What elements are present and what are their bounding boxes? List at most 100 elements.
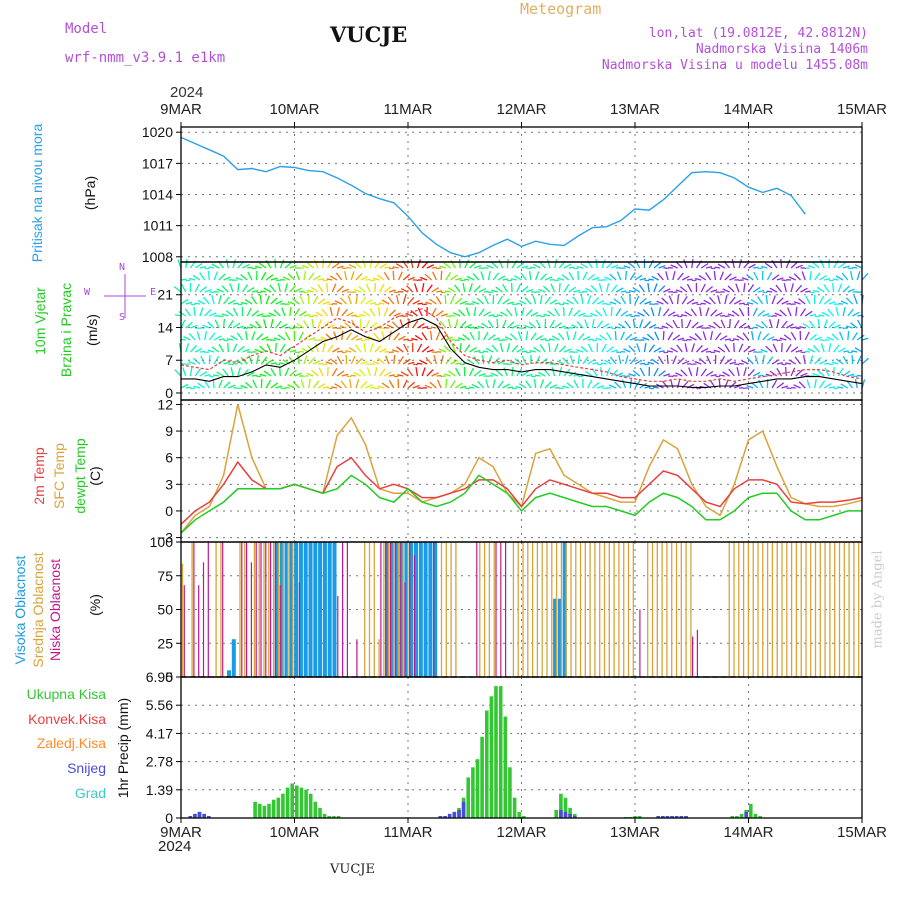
wind-barb xyxy=(398,335,406,341)
wind-barb xyxy=(485,379,490,389)
wind-barb xyxy=(438,348,447,353)
precip-total-bar xyxy=(568,807,572,818)
wind-barb xyxy=(832,282,835,293)
wind-barb xyxy=(218,379,223,389)
wind-barb xyxy=(719,374,725,377)
wind-barb xyxy=(713,349,721,353)
elevation-label: Nadmorska Visina 1406m xyxy=(695,42,868,57)
wind-barb xyxy=(469,326,475,329)
wind-barb xyxy=(602,307,608,317)
wind-barb xyxy=(256,354,260,365)
wind-barb xyxy=(548,342,551,353)
precip-snow-bar xyxy=(452,811,457,818)
wind-barb xyxy=(336,265,344,269)
wind-barb xyxy=(353,288,361,293)
wind-barb xyxy=(270,367,277,377)
wind-barb xyxy=(804,350,811,353)
wind-barb xyxy=(613,327,617,330)
wind-barb xyxy=(370,386,376,389)
wind-barb xyxy=(322,343,326,353)
wind-barb xyxy=(620,295,627,305)
wind-barb xyxy=(812,261,820,269)
wind-barb xyxy=(492,379,496,389)
xtick-label-bottom: 15MAR xyxy=(837,824,887,841)
wind-barb xyxy=(623,348,631,353)
wind-barb xyxy=(516,283,522,293)
wind-barb xyxy=(173,286,182,293)
wind-barb xyxy=(722,288,730,293)
wind-barb xyxy=(582,335,591,341)
wind-barb xyxy=(609,273,617,281)
wind-barb xyxy=(242,348,250,353)
wind-barb xyxy=(847,373,855,377)
wind-barb xyxy=(317,284,324,293)
precip-tick-label: 1.39 xyxy=(146,782,173,798)
wind-barb xyxy=(731,310,740,317)
precip-total-bar xyxy=(267,803,271,818)
wind-barb xyxy=(715,375,719,378)
wind-barb xyxy=(275,385,283,389)
cloud-tick-label: 0 xyxy=(165,669,173,685)
wind-barb xyxy=(728,318,731,329)
precip-snow-bar xyxy=(559,809,563,818)
wind-barb xyxy=(232,302,239,305)
wind-barb xyxy=(240,301,248,305)
wind-barb xyxy=(729,296,736,305)
wind-barb xyxy=(702,331,707,341)
wind-barb xyxy=(758,379,764,389)
wind-barb xyxy=(646,363,650,366)
wind-barb xyxy=(809,291,812,294)
wind-barb xyxy=(606,303,609,306)
wind-barb xyxy=(576,348,584,353)
wind-barb xyxy=(189,345,197,353)
wind-barb xyxy=(566,299,574,305)
wind-barb xyxy=(378,302,385,305)
wind-barb xyxy=(223,296,230,305)
wind-barb xyxy=(696,387,699,390)
wind-barb xyxy=(587,338,593,341)
wind-barb xyxy=(180,278,187,281)
wind-barb xyxy=(817,319,821,329)
wind-barb xyxy=(566,382,574,389)
wind-barb xyxy=(576,321,584,329)
wind-barb xyxy=(208,354,211,365)
wind-barb xyxy=(228,384,236,389)
wind-barb xyxy=(580,294,584,305)
wind-barb xyxy=(392,266,399,269)
wind-barb xyxy=(293,308,301,317)
wind-barb xyxy=(650,307,655,317)
precip-total-bar xyxy=(554,809,558,818)
wind-barb xyxy=(837,386,844,389)
wind-barb xyxy=(833,344,840,353)
wind-barb xyxy=(557,332,565,341)
wind-barb xyxy=(630,336,638,341)
wind-barb xyxy=(736,335,745,341)
wind-barb xyxy=(303,355,308,365)
wind-barb xyxy=(698,274,707,281)
wind-barb xyxy=(824,277,831,281)
wind-barb xyxy=(212,291,215,294)
wind-barb xyxy=(634,359,643,365)
wind-barb xyxy=(336,350,343,353)
wind-barb xyxy=(819,259,825,269)
wind-barb xyxy=(472,272,480,281)
wind-barb xyxy=(793,301,801,305)
wind-barb xyxy=(263,319,267,329)
wind-barb xyxy=(308,357,316,365)
wind-barb xyxy=(407,381,416,389)
wind-barb xyxy=(197,382,206,389)
wind-barb xyxy=(502,278,509,281)
wind-barb xyxy=(237,367,242,377)
wind-barb xyxy=(204,289,212,293)
wind-barb xyxy=(593,339,598,342)
wind-barb xyxy=(667,311,676,317)
wind-barb xyxy=(585,287,593,293)
wind-barb xyxy=(289,349,297,353)
wind-barb xyxy=(653,283,658,293)
wind-barb xyxy=(511,324,520,329)
precip-snow-bar xyxy=(207,816,211,818)
wind-barb xyxy=(797,327,801,330)
wind-barb xyxy=(501,339,504,342)
wind-barb xyxy=(662,330,665,341)
